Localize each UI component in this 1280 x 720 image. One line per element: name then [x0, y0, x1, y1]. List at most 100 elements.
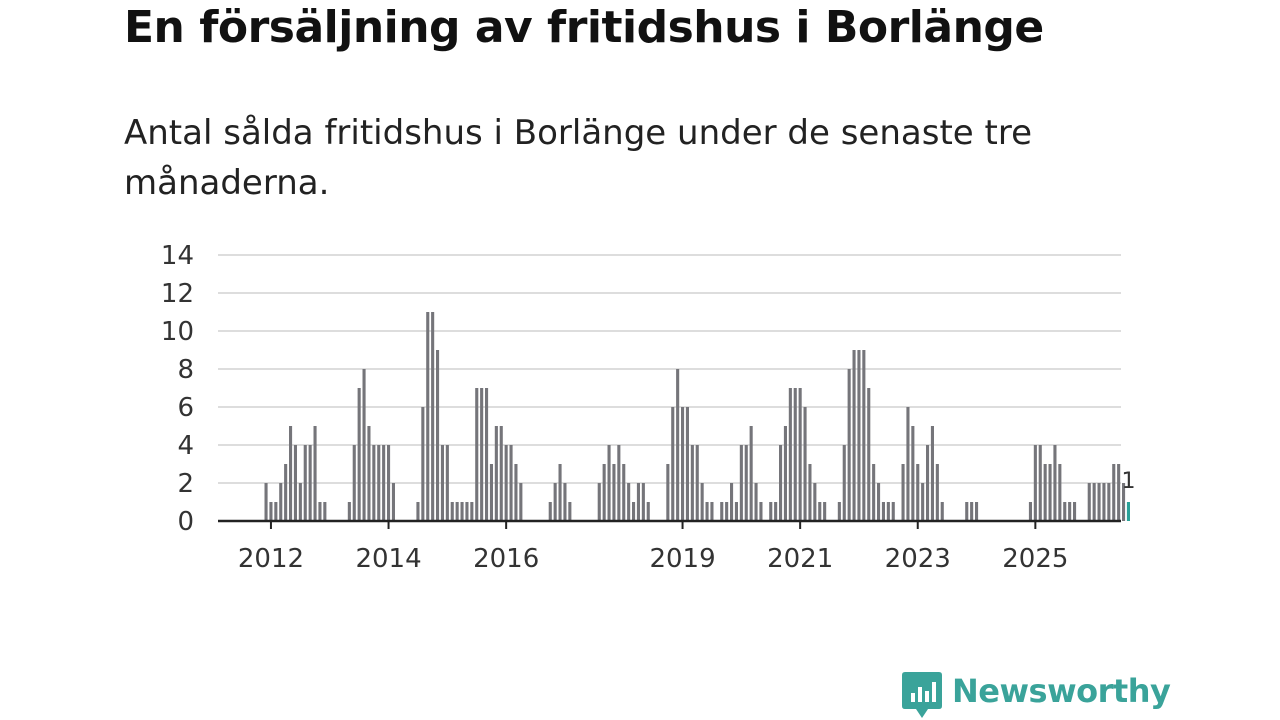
bar: [431, 312, 435, 521]
bar: [837, 502, 841, 521]
bar: [940, 502, 944, 521]
bar: [480, 388, 484, 521]
bar: [391, 483, 395, 521]
bar: [274, 502, 278, 521]
bar: [842, 445, 846, 521]
bar: [426, 312, 430, 521]
bar: [769, 502, 773, 521]
bar: [886, 502, 890, 521]
bar: [1097, 483, 1101, 521]
bar: [793, 388, 797, 521]
x-tick-label: 2021: [767, 544, 833, 574]
bar: [318, 502, 322, 521]
bar: [783, 426, 787, 521]
bar: [367, 426, 371, 521]
bar: [695, 445, 699, 521]
bar: [779, 445, 783, 521]
bar: [553, 483, 557, 521]
bar: [1038, 445, 1042, 521]
bar: [279, 483, 283, 521]
bar: [1112, 464, 1116, 521]
bar: [975, 502, 979, 521]
bar: [891, 502, 895, 521]
bar: [1028, 502, 1032, 521]
bar: [377, 445, 381, 521]
bar: [1117, 464, 1121, 521]
bar: [813, 483, 817, 521]
bar: [494, 426, 498, 521]
bar: [700, 483, 704, 521]
bar: [460, 502, 464, 521]
bar: [867, 388, 871, 521]
bar: [926, 445, 930, 521]
bar: [788, 388, 792, 521]
bar: [485, 388, 489, 521]
y-tick-label: 8: [177, 355, 194, 385]
bar: [264, 483, 268, 521]
y-tick-label: 0: [177, 507, 194, 537]
bar: [632, 502, 636, 521]
bar: [357, 388, 361, 521]
bar: [803, 407, 807, 521]
bar: [641, 483, 645, 521]
bar: [1048, 464, 1052, 521]
bar: [636, 483, 640, 521]
bar: [622, 464, 626, 521]
bar: [774, 502, 778, 521]
bar: [739, 445, 743, 521]
bar: [436, 350, 440, 521]
bar: [499, 426, 503, 521]
bar: [1058, 464, 1062, 521]
bar: [930, 426, 934, 521]
bar: [970, 502, 974, 521]
bar: [681, 407, 685, 521]
bar: [818, 502, 822, 521]
bar: [1033, 445, 1037, 521]
bar: [284, 464, 288, 521]
bar: [504, 445, 508, 521]
bar: [509, 445, 513, 521]
y-tick-label: 6: [177, 393, 194, 423]
bar: [289, 426, 293, 521]
brand-name: Newsworthy: [952, 672, 1171, 710]
x-tick-label: 2012: [238, 544, 304, 574]
bar: [685, 407, 689, 521]
bar: [597, 483, 601, 521]
bar: [676, 369, 680, 521]
bar: [808, 464, 812, 521]
bar: [372, 445, 376, 521]
bar: [558, 464, 562, 521]
bar: [901, 464, 905, 521]
bar: [514, 464, 518, 521]
bar: [1073, 502, 1077, 521]
bar: [347, 502, 351, 521]
bar: [607, 445, 611, 521]
y-tick-label: 14: [161, 241, 194, 271]
bar: [450, 502, 454, 521]
bar: [602, 464, 606, 521]
bar: [548, 502, 552, 521]
x-tick-label: 2019: [649, 544, 715, 574]
bar: [1053, 445, 1057, 521]
bar: [798, 388, 802, 521]
bar: [911, 426, 915, 521]
bar: [671, 407, 675, 521]
bar: [489, 464, 493, 521]
bar: [877, 483, 881, 521]
bar: [387, 445, 391, 521]
bar: [475, 388, 479, 521]
bar: [725, 502, 729, 521]
bar: [568, 502, 572, 521]
y-tick-label: 2: [177, 469, 194, 499]
bar: [617, 445, 621, 521]
bar: [627, 483, 631, 521]
x-tick-label: 2025: [1002, 544, 1068, 574]
bar: [308, 445, 312, 521]
bar: [519, 483, 523, 521]
bar: [612, 464, 616, 521]
bar: [416, 502, 420, 521]
bar: [744, 445, 748, 521]
bar-highlight: [1126, 502, 1130, 521]
bar: [847, 369, 851, 521]
value-annotation: 1: [1121, 469, 1135, 494]
